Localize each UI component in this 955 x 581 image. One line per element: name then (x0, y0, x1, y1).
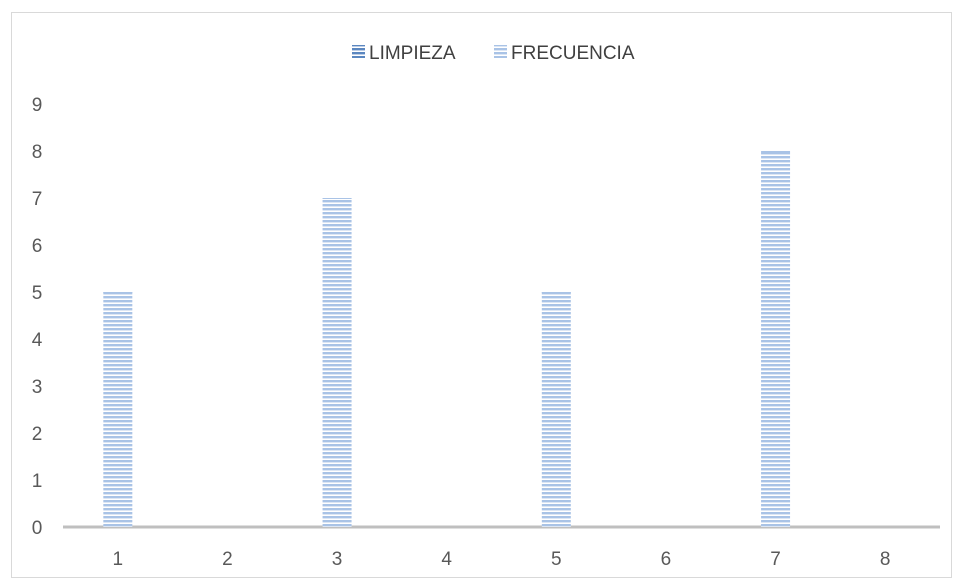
bar-frecuencia-5 (541, 292, 571, 527)
x-tick-label: 8 (880, 549, 891, 570)
legend-label-limpieza: LIMPIEZA (369, 43, 456, 64)
y-tick-label: 1 (32, 471, 43, 492)
x-tick-label: 2 (222, 549, 233, 570)
chart-frame (11, 12, 952, 578)
y-tick-label: 8 (32, 142, 43, 163)
legend-label-frecuencia: FRECUENCIA (511, 43, 635, 64)
y-tick-label: 7 (32, 189, 43, 210)
y-tick-label: 4 (32, 330, 43, 351)
x-tick-label: 5 (551, 549, 562, 570)
legend-swatch-limpieza (352, 45, 365, 58)
legend-swatch-frecuencia (494, 45, 507, 58)
x-tick-label: 7 (770, 549, 781, 570)
x-tick-label: 3 (332, 549, 343, 570)
y-tick-label: 0 (32, 518, 43, 539)
y-tick-label: 5 (32, 283, 43, 304)
y-tick-label: 6 (32, 236, 43, 257)
bar-frecuencia-1 (103, 292, 133, 527)
bar-frecuencia-3 (322, 198, 352, 527)
x-tick-label: 1 (113, 549, 124, 570)
bars (103, 151, 791, 527)
x-tick-label: 4 (441, 549, 452, 570)
bar-frecuencia-7 (761, 151, 791, 527)
y-tick-label: 3 (32, 377, 43, 398)
legend: LIMPIEZA FRECUENCIA (352, 43, 635, 64)
x-tick-label: 6 (661, 549, 672, 570)
y-axis: 0 1 2 3 4 5 6 7 8 9 (32, 95, 43, 539)
x-axis: 1 2 3 4 5 6 7 8 (63, 525, 940, 570)
y-tick-label: 2 (32, 424, 43, 445)
y-tick-label: 9 (32, 95, 43, 116)
